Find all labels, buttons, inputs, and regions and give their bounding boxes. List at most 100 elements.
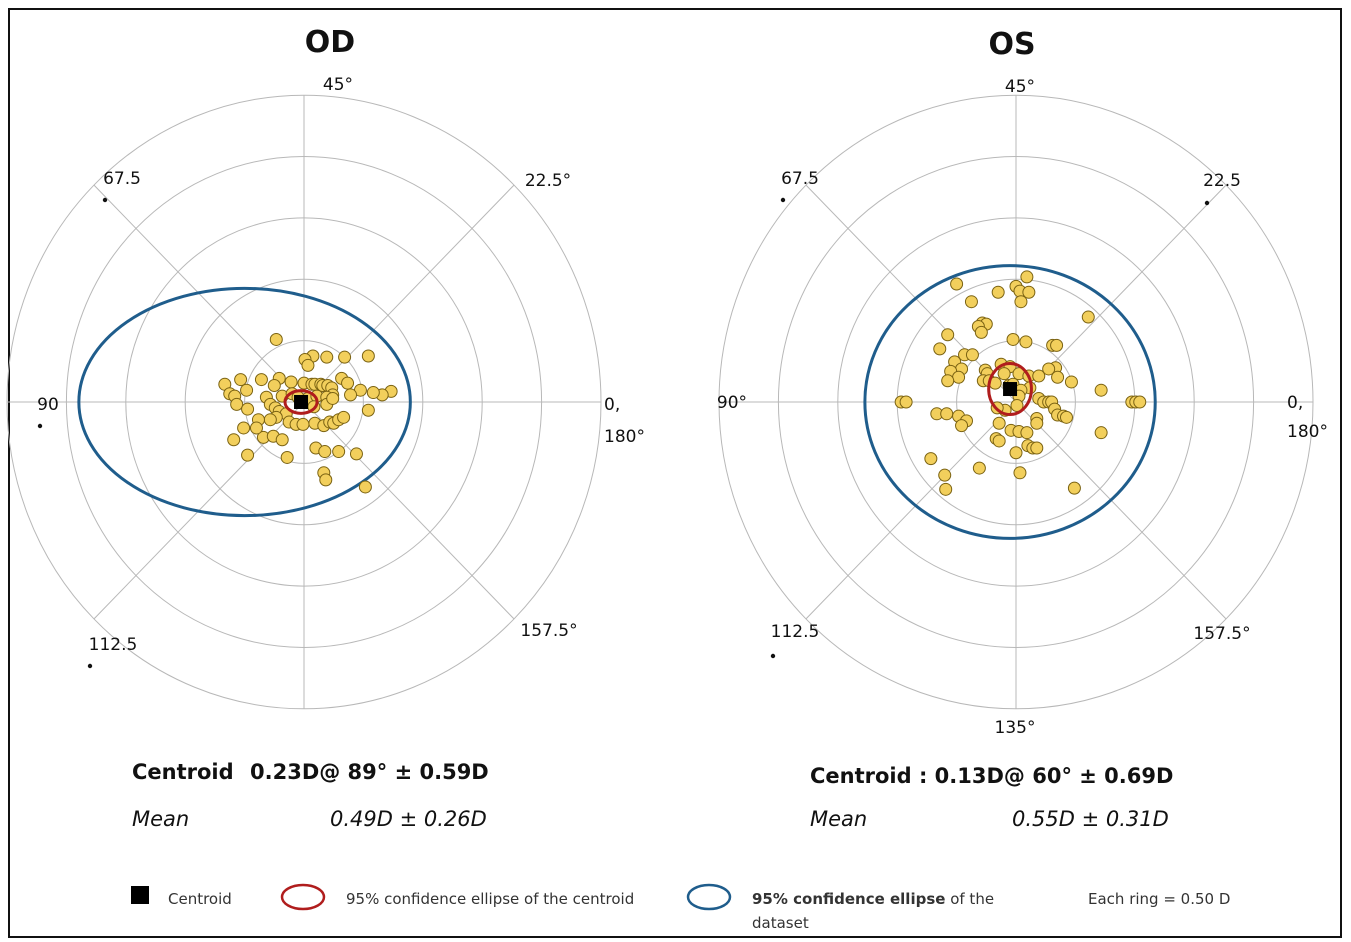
data-point — [972, 461, 986, 475]
angle-label: 90 — [37, 395, 59, 415]
data-point — [320, 350, 334, 364]
data-point — [964, 295, 978, 309]
data-point — [269, 332, 283, 346]
angle-label: 67.5 — [781, 169, 819, 189]
angle-label: 112.5 — [771, 622, 820, 642]
data-point — [952, 370, 966, 384]
data-point — [938, 468, 952, 482]
data-point — [341, 376, 355, 390]
data-point — [1020, 426, 1034, 440]
data-point — [326, 391, 340, 405]
angle-label: 157.5° — [1193, 624, 1250, 644]
data-point — [1059, 410, 1073, 424]
angle-dot — [780, 197, 786, 203]
data-point — [1133, 395, 1147, 409]
angle-dot — [770, 653, 776, 659]
data-point — [974, 325, 988, 339]
mean-stat-value: 0.55D ± 0.31D — [1012, 807, 1169, 831]
data-point — [1050, 338, 1064, 352]
data-point — [1009, 446, 1023, 460]
centroid-confidence-ellipse — [283, 389, 319, 415]
legend-centroid-ellipse-label: 95% confidence ellipse of the centroid — [346, 890, 634, 908]
angle-label: 22.5° — [525, 171, 571, 191]
data-point — [1051, 370, 1065, 384]
data-point — [899, 395, 913, 409]
data-point — [227, 433, 241, 447]
data-point — [338, 350, 352, 364]
data-point — [991, 285, 1005, 299]
centroid-marker — [294, 395, 309, 409]
mean-stat-label: Mean — [132, 807, 189, 831]
data-point — [249, 421, 263, 435]
data-point — [344, 388, 358, 402]
angle-dot — [87, 663, 93, 669]
data-point — [939, 482, 953, 496]
data-point — [361, 349, 375, 363]
data-point — [280, 450, 294, 464]
dataset-confidence-ellipse — [77, 286, 412, 518]
mean-stat-label: Mean — [810, 807, 867, 831]
data-point — [1030, 441, 1044, 455]
data-point — [1067, 481, 1081, 495]
legend-dataset-ellipse-swatch — [686, 883, 732, 911]
angle-label: 67.5 — [103, 169, 141, 189]
data-point — [319, 473, 333, 487]
data-point — [955, 419, 969, 433]
mean-stat-value: 0.49D ± 0.26D — [330, 807, 487, 831]
data-point — [1014, 295, 1028, 309]
centroid-marker — [1003, 382, 1018, 397]
dataset-confidence-ellipse — [863, 264, 1157, 540]
angle-label: 45° — [323, 75, 353, 95]
data-point — [1094, 426, 1108, 440]
data-point — [1064, 375, 1078, 389]
data-point — [263, 413, 277, 427]
data-point — [1019, 335, 1033, 349]
data-point — [318, 445, 332, 459]
data-point — [241, 402, 255, 416]
data-point — [234, 373, 248, 387]
data-point — [230, 397, 244, 411]
data-point — [940, 407, 954, 421]
data-point — [950, 277, 964, 291]
legend-dataset-ellipse-label: 95% confidence ellipse of the — [752, 890, 994, 908]
data-point — [965, 348, 979, 362]
legend: Centroid 95% confidence ellipse of the ce… — [131, 883, 1230, 932]
angle-dot — [1204, 200, 1210, 206]
legend-centroid-ellipse-swatch — [280, 883, 326, 911]
angle-label: 135° — [995, 718, 1036, 738]
data-point — [1042, 362, 1056, 376]
data-point — [1013, 466, 1027, 480]
data-point — [241, 448, 255, 462]
data-point — [301, 358, 315, 372]
data-point — [992, 434, 1006, 448]
legend-ring-label: Each ring = 0.50 D — [1088, 890, 1230, 908]
data-point — [1081, 310, 1095, 324]
angle-label: 22.5 — [1203, 171, 1241, 191]
data-point — [1022, 285, 1036, 299]
data-point — [941, 374, 955, 388]
angle-label: 0, — [604, 395, 620, 415]
data-point — [332, 445, 346, 459]
angle-label: 0, — [1287, 393, 1303, 413]
data-point — [296, 417, 310, 431]
angle-dot — [102, 197, 108, 203]
data-point — [997, 367, 1011, 381]
data-point — [1032, 369, 1046, 383]
centroid-stat-value: 0.23D@ 89° ± 0.59D — [250, 760, 489, 784]
data-point — [267, 378, 281, 392]
figure-border — [8, 8, 1342, 938]
data-point — [366, 386, 380, 400]
data-point — [941, 328, 955, 342]
data-point — [992, 416, 1006, 430]
data-point — [1030, 416, 1044, 430]
data-point — [361, 403, 375, 417]
angle-label: 180° — [1287, 422, 1328, 442]
angle-label: 112.5 — [89, 635, 138, 655]
legend-centroid-swatch — [131, 886, 149, 904]
data-point — [284, 375, 298, 389]
data-point — [1010, 399, 1024, 413]
angle-label: 45° — [1005, 77, 1035, 97]
angle-label: 180° — [604, 427, 645, 447]
